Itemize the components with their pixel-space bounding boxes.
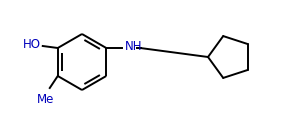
Text: NH: NH bbox=[125, 41, 143, 54]
Text: Me: Me bbox=[37, 93, 55, 106]
Text: HO: HO bbox=[23, 38, 41, 51]
